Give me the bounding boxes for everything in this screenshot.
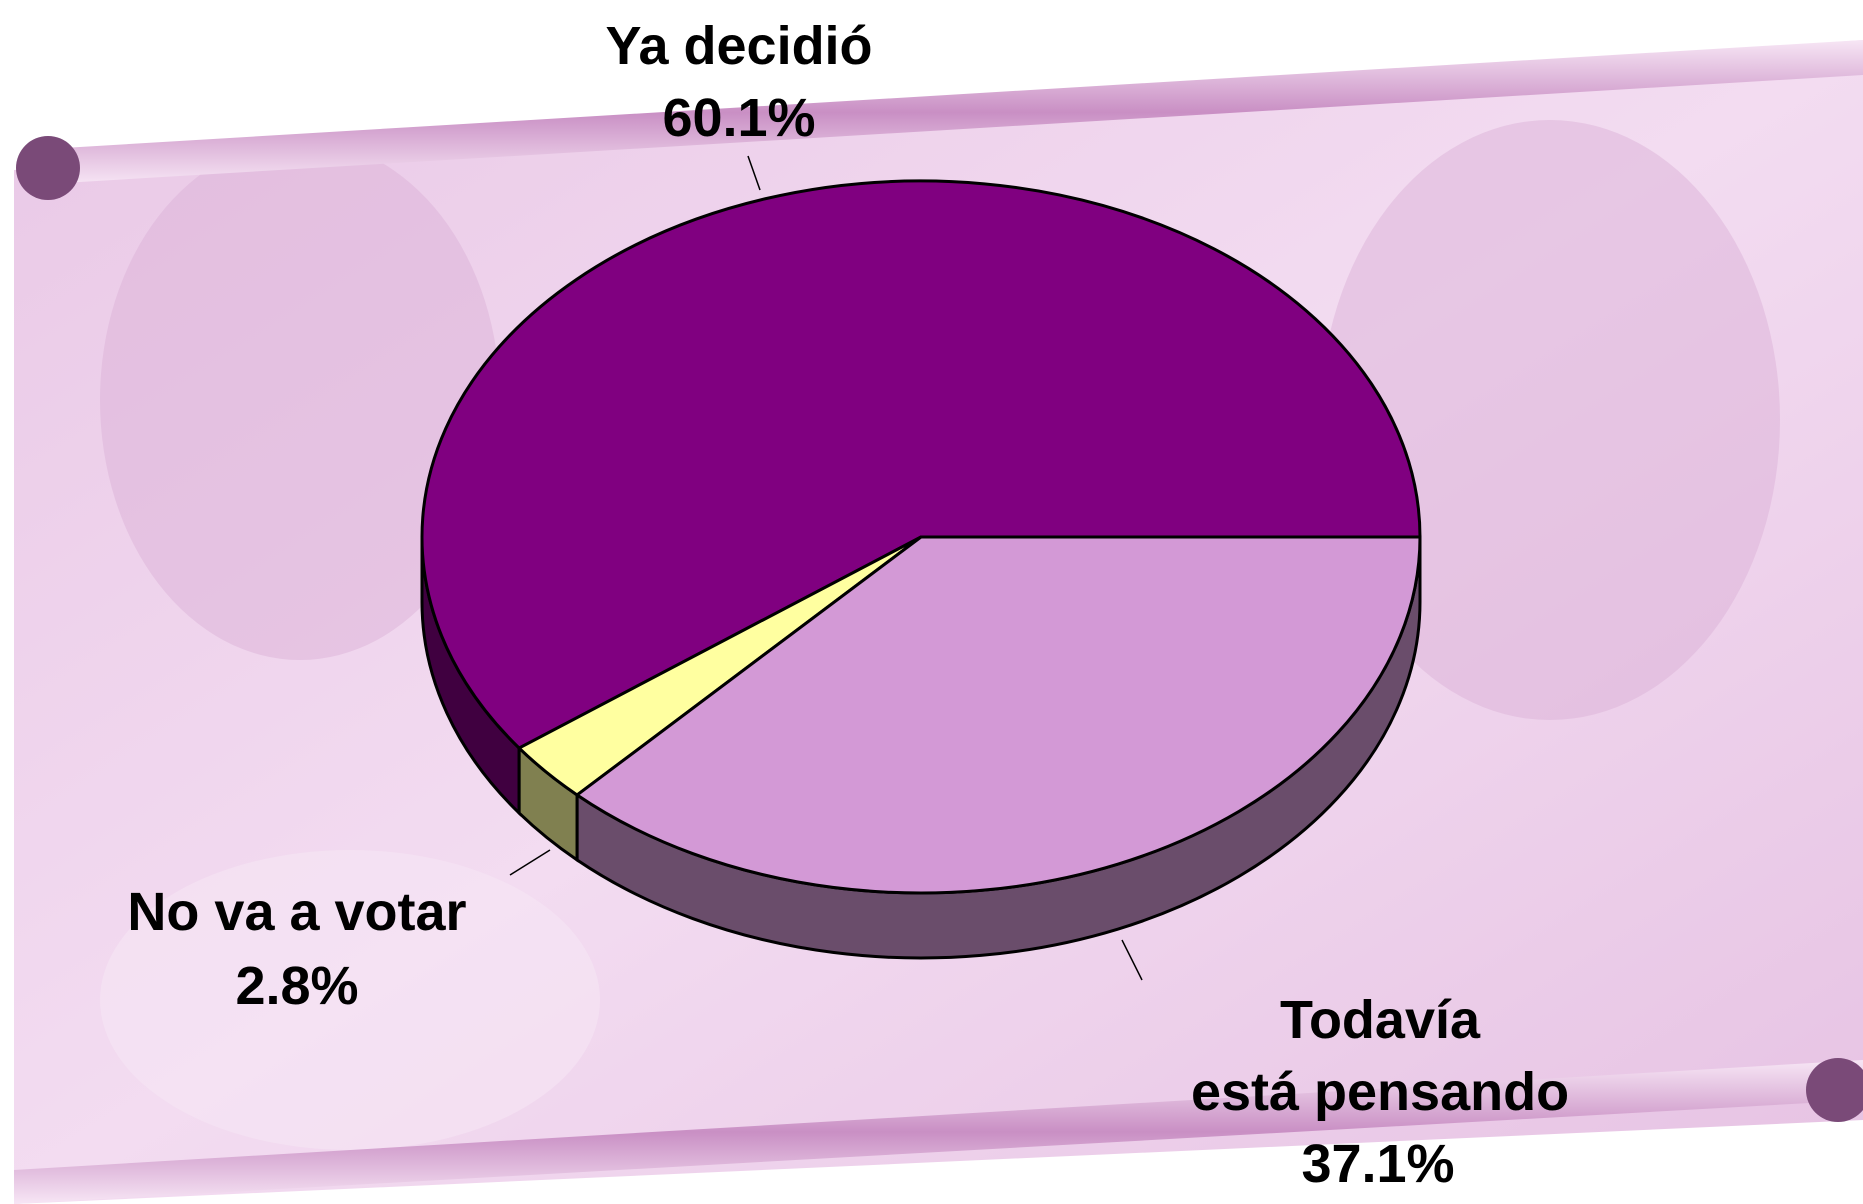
value-label: 37.1%	[1301, 1128, 1454, 1200]
slice-label: No va a votar	[127, 876, 466, 948]
value-label: 60.1%	[662, 82, 815, 154]
chart-canvas	[0, 0, 1863, 1204]
slice-label: Todavía está pensando	[1191, 984, 1569, 1128]
value-label: 2.8%	[235, 950, 358, 1022]
chart: Ya decidió 60.1% No va a votar 2.8% Toda…	[0, 0, 1863, 1204]
slice-label: Ya decidió	[605, 10, 872, 82]
scroll-end	[16, 136, 80, 200]
